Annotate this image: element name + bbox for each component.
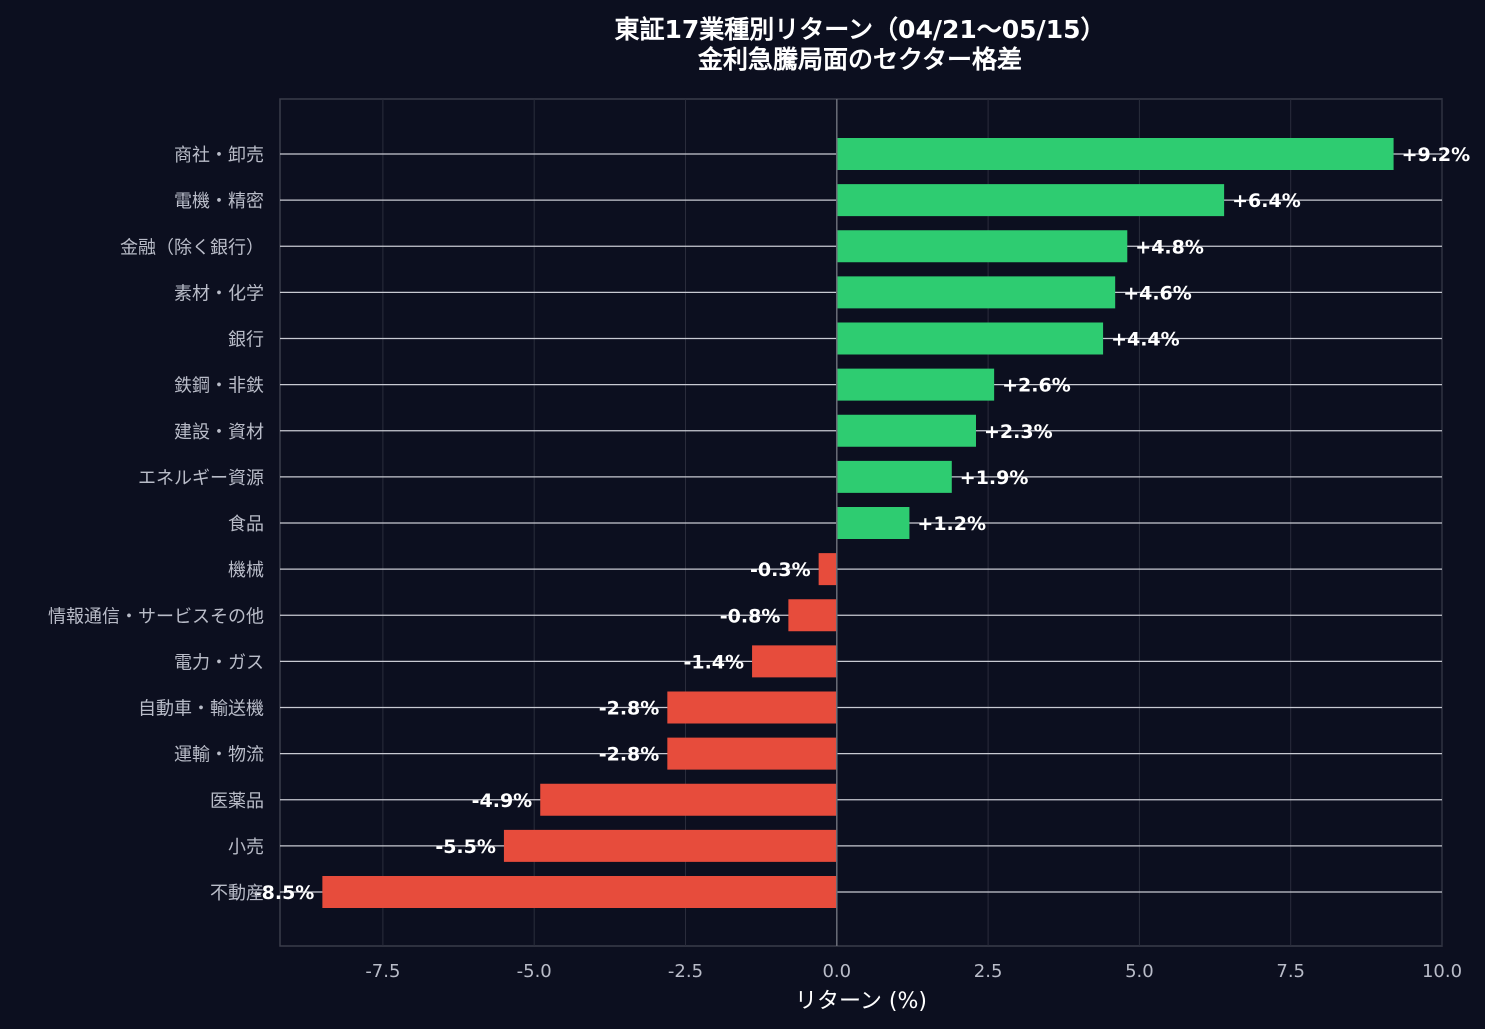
x-tick-label: -5.0 (517, 961, 552, 982)
x-tick-label: 10.0 (1422, 961, 1462, 982)
x-tick-label: 7.5 (1276, 961, 1305, 982)
value-label: -0.3% (750, 559, 811, 581)
value-label: -2.8% (599, 744, 660, 766)
value-label: -0.8% (720, 605, 781, 627)
bar (836, 276, 1116, 309)
category-label: 食品 (228, 514, 264, 535)
chart-title-line-1: 東証17業種別リターン（04/21〜05/15） (615, 15, 1106, 44)
bar (836, 507, 910, 539)
value-label: +4.4% (1111, 329, 1180, 351)
value-label: +9.2% (1402, 144, 1471, 166)
category-label: 小売 (228, 837, 264, 858)
category-label: 機械 (228, 560, 264, 581)
value-label: -2.8% (599, 698, 660, 720)
value-label: +4.8% (1135, 236, 1204, 258)
bar (818, 553, 837, 586)
bar (836, 138, 1394, 170)
value-label: +2.3% (984, 421, 1053, 443)
x-tick-label: 2.5 (974, 961, 1003, 982)
value-label: +1.2% (917, 513, 986, 535)
value-labels: +9.2% +6.4% +4.8% +4.6% +4.4% +2.6% +2.3% +1.9%… (254, 144, 1470, 904)
bar (788, 599, 837, 632)
bar (503, 829, 837, 862)
bar (752, 645, 837, 678)
bar (836, 322, 1104, 355)
category-label: 電機・精密 (174, 191, 264, 212)
x-tick-label: -2.5 (668, 961, 703, 982)
bar (540, 783, 837, 816)
value-label: -4.9% (472, 790, 533, 812)
value-label: -5.5% (435, 836, 496, 858)
category-label: 金融（除く銀行） (120, 237, 264, 258)
category-label: 情報通信・サービスその他 (48, 606, 264, 627)
bar (836, 230, 1128, 263)
bar (322, 876, 837, 908)
bar (836, 414, 976, 447)
value-label: +4.6% (1123, 282, 1192, 304)
category-label: 不動産 (210, 883, 264, 904)
value-label: +1.9% (960, 467, 1029, 489)
value-label: -8.5% (254, 882, 315, 904)
bar (836, 460, 952, 493)
x-tick-labels: -7.5 -5.0 -2.5 0.0 2.5 5.0 7.5 10.0 (365, 961, 1462, 982)
bar (667, 691, 837, 724)
bar (836, 368, 995, 401)
value-label: +6.4% (1232, 190, 1301, 212)
value-label: +2.6% (1002, 375, 1071, 397)
x-tick-label: 5.0 (1125, 961, 1154, 982)
value-label: -1.4% (683, 651, 744, 673)
category-label: 鉄鋼・非鉄 (174, 376, 264, 397)
category-label: エネルギー資源 (138, 468, 264, 489)
x-tick-label: 0.0 (822, 961, 851, 982)
chart-title-line-2: 金利急騰局面のセクター格差 (697, 45, 1022, 74)
category-label: 医薬品 (210, 791, 264, 812)
category-label: 銀行 (228, 330, 264, 351)
x-tick-label: -7.5 (365, 961, 400, 982)
bar (836, 184, 1225, 217)
category-label: 商社・卸売 (174, 145, 264, 166)
category-label: 電力・ガス (174, 652, 264, 673)
category-label: 運輸・物流 (174, 745, 264, 766)
bar (667, 737, 837, 770)
category-label: 自動車・輸送機 (138, 699, 264, 720)
bars (322, 138, 1394, 908)
x-axis-label: リターン (%) (795, 989, 927, 1014)
category-label: 素材・化学 (174, 283, 264, 304)
category-label: 建設・資材 (174, 422, 264, 443)
